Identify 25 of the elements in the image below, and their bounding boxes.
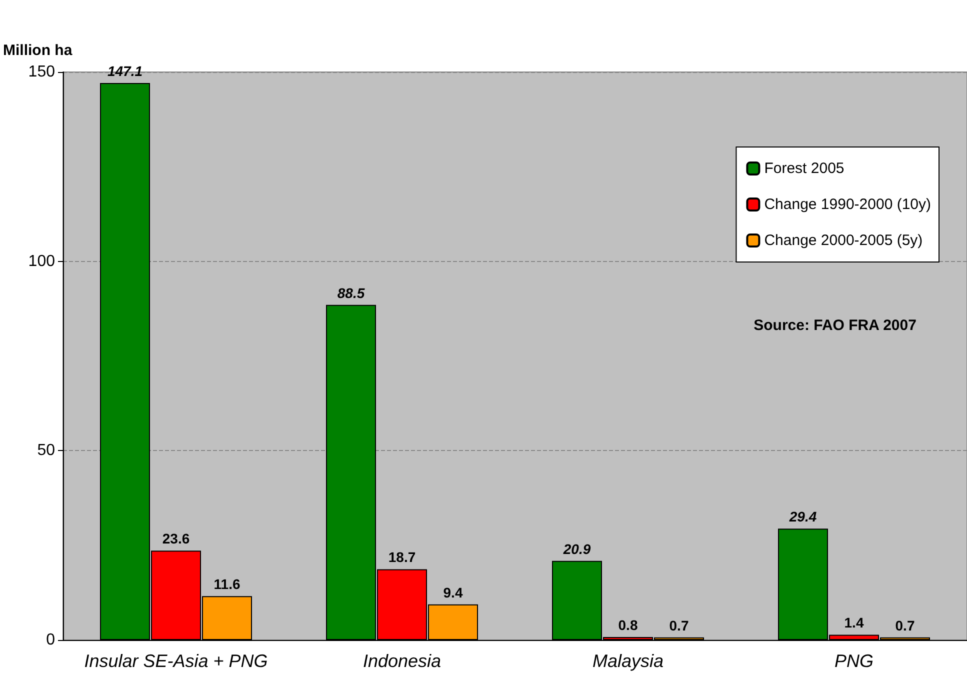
legend-label: Change 2000-2005 (5y): [764, 232, 923, 249]
y-tick-label: 50: [37, 442, 56, 460]
y-tick-label: 0: [46, 632, 56, 648]
data-label: 1.4: [844, 614, 864, 631]
legend-label: Change 1990-2000 (10y): [764, 196, 932, 213]
data-label: 23.6: [162, 530, 190, 547]
legend-label: Forest 2005: [764, 160, 844, 177]
x-tick-label: PNG: [834, 651, 874, 671]
data-label: 18.7: [388, 549, 416, 566]
data-label: 11.6: [214, 576, 240, 592]
data-label: 29.4: [788, 508, 817, 525]
y-tick-label: 100: [28, 252, 56, 270]
y-axis-title: Million ha: [3, 42, 73, 59]
data-label: 0.8: [618, 616, 638, 633]
y-tick-label: 150: [28, 64, 56, 80]
data-label: 147.1: [107, 62, 143, 79]
data-label: 0.7: [669, 617, 689, 634]
x-tick-label: Insular SE-Asia + PNG: [84, 651, 268, 671]
data-label: 9.4: [443, 584, 463, 600]
x-tick-label: Indonesia: [362, 651, 442, 671]
data-label: 88.5: [337, 284, 365, 301]
annotation: Source: FAO FRA 2007: [754, 317, 916, 334]
data-label: 20.9: [562, 540, 591, 557]
x-tick-label: Malaysia: [592, 651, 664, 671]
data-label: 0.7: [895, 617, 915, 634]
